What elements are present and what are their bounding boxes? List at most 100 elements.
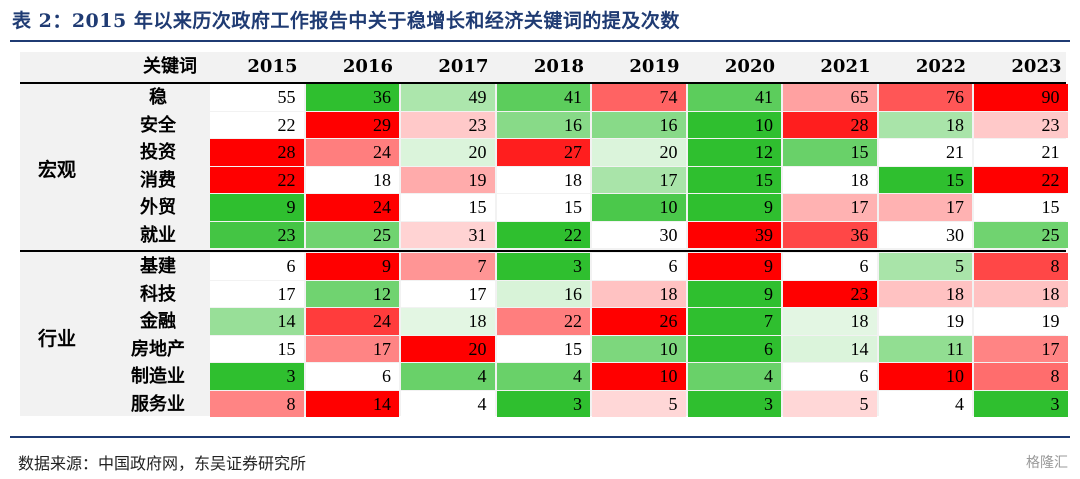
heatmap-cell: 11 bbox=[878, 335, 972, 362]
row-header-label: 关键词 bbox=[143, 56, 197, 77]
heatmap-cell: 41 bbox=[687, 84, 781, 111]
heatmap-cell: 22 bbox=[974, 166, 1068, 193]
heatmap-cell: 74 bbox=[592, 84, 686, 111]
heatmap-cell: 17 bbox=[592, 166, 686, 193]
heatmap-cell: 15 bbox=[687, 166, 781, 193]
heatmap-cell: 18 bbox=[496, 166, 590, 193]
heatmap-cell: 22 bbox=[496, 221, 590, 248]
heatmap-cell: 9 bbox=[687, 280, 781, 307]
row-label: 房地产 bbox=[131, 338, 185, 360]
heatmap-cell: 21 bbox=[974, 139, 1068, 166]
heatmap-cell: 4 bbox=[496, 363, 590, 390]
heatmap-cell: 18 bbox=[974, 280, 1068, 307]
heatmap-cell: 20 bbox=[592, 139, 686, 166]
group-label: 行业 bbox=[38, 327, 77, 350]
heatmap-cell: 18 bbox=[878, 111, 972, 138]
heatmap-cell: 16 bbox=[496, 280, 590, 307]
heatmap-cell: 10 bbox=[592, 363, 686, 390]
heatmap-cell: 16 bbox=[496, 111, 590, 138]
heatmap-cell: 12 bbox=[687, 139, 781, 166]
heatmap-cell: 18 bbox=[592, 280, 686, 307]
heatmap-cell: 3 bbox=[687, 390, 781, 417]
heatmap-cell: 4 bbox=[401, 390, 495, 417]
heatmap-cell: 19 bbox=[878, 308, 972, 335]
heatmap-cell: 18 bbox=[783, 308, 877, 335]
heatmap-cell: 6 bbox=[783, 253, 877, 280]
heatmap-cell: 10 bbox=[687, 111, 781, 138]
heatmap-cell: 17 bbox=[974, 335, 1068, 362]
heatmap-cell: 16 bbox=[592, 111, 686, 138]
heatmap-cell: 76 bbox=[878, 84, 972, 111]
top-rule bbox=[10, 40, 1070, 42]
heatmap-cell: 6 bbox=[687, 335, 781, 362]
heatmap-cell: 39 bbox=[687, 221, 781, 248]
heatmap-cell: 7 bbox=[687, 308, 781, 335]
heatmap-cell: 15 bbox=[401, 194, 495, 221]
heatmap-cell: 90 bbox=[974, 84, 1068, 111]
group-label: 宏观 bbox=[38, 158, 77, 181]
heatmap-cell: 30 bbox=[878, 221, 972, 248]
column-header-2018: 2018 bbox=[533, 56, 584, 77]
heatmap-cell: 10 bbox=[592, 335, 686, 362]
column-header-2017: 2017 bbox=[438, 56, 489, 77]
row-label: 金融 bbox=[140, 311, 176, 332]
row-label: 稳 bbox=[149, 87, 167, 108]
source-note: 数据来源：中国政府网，东吴证券研究所 bbox=[18, 454, 307, 473]
heatmap-cell: 18 bbox=[878, 280, 972, 307]
heatmap-cell: 5 bbox=[592, 390, 686, 417]
heatmap-cell: 20 bbox=[401, 139, 495, 166]
heatmap-cell: 15 bbox=[210, 335, 304, 362]
row-label: 投资 bbox=[140, 142, 176, 163]
heatmap-cell: 4 bbox=[401, 363, 495, 390]
heatmap-cell: 3 bbox=[496, 390, 590, 417]
heatmap-cell: 22 bbox=[496, 308, 590, 335]
heatmap-cell: 4 bbox=[878, 390, 972, 417]
heatmap-cell: 28 bbox=[783, 111, 877, 138]
heatmap-cell: 19 bbox=[401, 166, 495, 193]
heatmap-cell: 6 bbox=[305, 363, 399, 390]
heatmap-cell: 6 bbox=[592, 253, 686, 280]
heatmap-cell: 17 bbox=[305, 335, 399, 362]
header-rule bbox=[20, 82, 1066, 84]
heatmap-cell: 18 bbox=[783, 166, 877, 193]
heatmap-cell: 41 bbox=[496, 84, 590, 111]
group-separator bbox=[20, 250, 1066, 252]
heatmap-cell: 6 bbox=[210, 253, 304, 280]
column-header-2015: 2015 bbox=[247, 56, 298, 77]
heatmap-cell: 14 bbox=[305, 390, 399, 417]
row-label: 科技 bbox=[140, 283, 176, 305]
heatmap-cell: 24 bbox=[305, 308, 399, 335]
heatmap-cell: 17 bbox=[210, 280, 304, 307]
column-header-2021: 2021 bbox=[820, 56, 871, 77]
chart-title: 表 2：2015 年以来历次政府工作报告中关于稳增长和经济关键词的提及次数 bbox=[12, 10, 680, 32]
heatmap-cell: 31 bbox=[401, 221, 495, 248]
heatmap-cell: 25 bbox=[305, 221, 399, 248]
heatmap-cell: 24 bbox=[305, 194, 399, 221]
heatmap-cell: 28 bbox=[210, 139, 304, 166]
column-header-2023: 2023 bbox=[1011, 56, 1062, 77]
heatmap-cell: 9 bbox=[305, 253, 399, 280]
heatmap-cell: 9 bbox=[687, 253, 781, 280]
heatmap-table: 关键词 2015 2016 2017 2018 2019 2020 2021 2022 2023… bbox=[20, 52, 1068, 417]
row-label: 外贸 bbox=[140, 197, 176, 218]
column-header-2020: 2020 bbox=[724, 56, 775, 77]
row-label: 服务业 bbox=[131, 393, 185, 415]
heatmap-cell: 5 bbox=[783, 390, 877, 417]
heatmap-cell: 15 bbox=[974, 194, 1068, 221]
heatmap-cell: 27 bbox=[496, 139, 590, 166]
heatmap-cell: 17 bbox=[783, 194, 877, 221]
heatmap-cell: 26 bbox=[592, 308, 686, 335]
heatmap-cell: 4 bbox=[687, 363, 781, 390]
heatmap-cell: 23 bbox=[210, 221, 304, 248]
heatmap-cell: 3 bbox=[210, 363, 304, 390]
heatmap-cell: 5 bbox=[878, 253, 972, 280]
heatmap-cell: 55 bbox=[210, 84, 304, 111]
heatmap-cell: 15 bbox=[878, 166, 972, 193]
heatmap-cell: 22 bbox=[210, 111, 304, 138]
heatmap-cell: 23 bbox=[783, 280, 877, 307]
heatmap-cell: 9 bbox=[687, 194, 781, 221]
heatmap-cell: 17 bbox=[878, 194, 972, 221]
heatmap-cell: 23 bbox=[974, 111, 1068, 138]
row-label: 就业 bbox=[140, 224, 176, 246]
heatmap-cell: 14 bbox=[210, 308, 304, 335]
